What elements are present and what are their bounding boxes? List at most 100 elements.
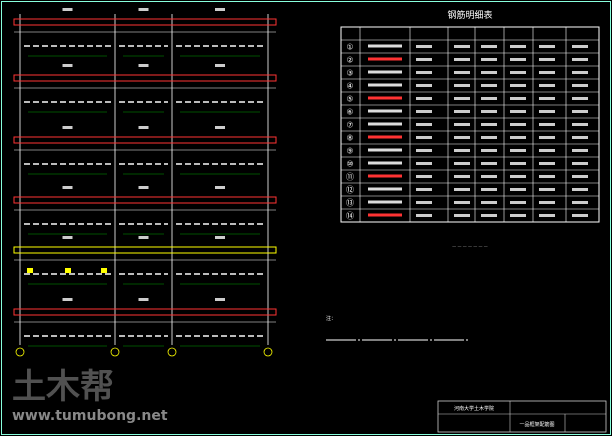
cell-text <box>481 110 497 113</box>
row-number: ⑬ <box>346 199 354 208</box>
watermark-logo: 土木帮 <box>12 367 114 407</box>
cell-text <box>572 136 588 139</box>
cell-text <box>510 71 526 74</box>
cell-text <box>481 201 497 204</box>
beam <box>13 74 277 82</box>
title-block: 河南大学土木学院 一品框架配筋图 <box>437 400 607 433</box>
cell-text <box>481 136 497 139</box>
cell-text <box>572 58 588 61</box>
cell-text <box>572 97 588 100</box>
cell-text <box>572 201 588 204</box>
axis-bubble <box>263 347 273 357</box>
cell-text <box>416 110 432 113</box>
label-block <box>138 236 149 239</box>
cell-text <box>510 188 526 191</box>
cell-text <box>510 214 526 217</box>
cell-text <box>539 214 555 217</box>
row-number: ③ <box>346 69 353 78</box>
cell-text <box>481 84 497 87</box>
cell-text <box>572 84 588 87</box>
cell-text <box>572 149 588 152</box>
row-number: ① <box>346 43 353 52</box>
cell-text <box>454 71 470 74</box>
table-title: 钢筋明细表 <box>447 9 492 21</box>
rebar-sketch <box>368 200 402 204</box>
title-block-frame <box>437 400 607 433</box>
support <box>101 268 107 273</box>
cell-text <box>572 214 588 217</box>
label-block <box>138 8 149 11</box>
frame-elevation <box>13 8 277 357</box>
rebar-sketch <box>368 109 402 113</box>
cell-text <box>416 175 432 178</box>
cell-text <box>416 149 432 152</box>
row-number: ⑧ <box>346 134 353 143</box>
rebar-sketch <box>368 148 402 152</box>
cell-text <box>510 136 526 139</box>
row-number: ⑭ <box>346 212 354 221</box>
beam <box>13 246 277 254</box>
label-block <box>62 8 73 11</box>
rebar-sketch <box>368 213 402 217</box>
beam <box>13 196 277 204</box>
beam <box>13 136 277 144</box>
cell-text <box>416 214 432 217</box>
note: — — — — — — — <box>452 244 488 249</box>
support <box>65 268 71 273</box>
cell-text <box>510 162 526 165</box>
cell-text <box>454 149 470 152</box>
cell-text <box>539 71 555 74</box>
cell-text <box>510 58 526 61</box>
rebar-sketch <box>368 83 402 87</box>
cell-text <box>481 123 497 126</box>
cell-text <box>539 110 555 113</box>
beam <box>13 308 277 316</box>
rebar-sketch <box>368 135 402 139</box>
cell-text <box>454 123 470 126</box>
cell-text <box>510 175 526 178</box>
cell-text <box>481 149 497 152</box>
cell-text <box>572 175 588 178</box>
row-number: ⑨ <box>346 147 353 156</box>
rebar-sketch <box>368 187 402 191</box>
support <box>27 268 33 273</box>
cell-text <box>539 123 555 126</box>
cell-text <box>454 110 470 113</box>
cell-text <box>481 71 497 74</box>
label-block <box>138 126 149 129</box>
cell-text <box>572 188 588 191</box>
cell-text <box>572 45 588 48</box>
cell-text <box>454 214 470 217</box>
cell-text <box>454 97 470 100</box>
row-number: ⑦ <box>346 121 353 130</box>
rebar-table: 钢筋明细表 ① ② ③ ④ ⑤ ⑥ ⑦ ⑧ ⑨ ⑩ ⑪ ⑫ ⑬ ⑭ <box>340 9 600 223</box>
cell-text <box>416 201 432 204</box>
cell-text <box>454 201 470 204</box>
cell-text <box>454 175 470 178</box>
label-block <box>215 8 225 11</box>
cell-text <box>481 45 497 48</box>
school-name: 河南大学土木学院 <box>454 405 494 412</box>
cell-text <box>539 149 555 152</box>
cell-text <box>510 97 526 100</box>
cell-text <box>539 58 555 61</box>
label-block <box>138 298 149 301</box>
table-frame <box>340 26 600 223</box>
cell-text <box>416 84 432 87</box>
cell-text <box>539 84 555 87</box>
cell-text <box>416 136 432 139</box>
cell-text <box>510 201 526 204</box>
cell-text <box>416 188 432 191</box>
cell-text <box>416 45 432 48</box>
label-block <box>215 126 225 129</box>
label-block <box>62 126 73 129</box>
drawing-name: 一品框架配筋图 <box>519 421 554 428</box>
label-block <box>62 64 73 67</box>
cell-text <box>454 188 470 191</box>
cell-text <box>481 58 497 61</box>
cell-text <box>416 123 432 126</box>
cell-text <box>454 136 470 139</box>
row-number: ⑥ <box>346 108 353 117</box>
cell-text <box>481 162 497 165</box>
